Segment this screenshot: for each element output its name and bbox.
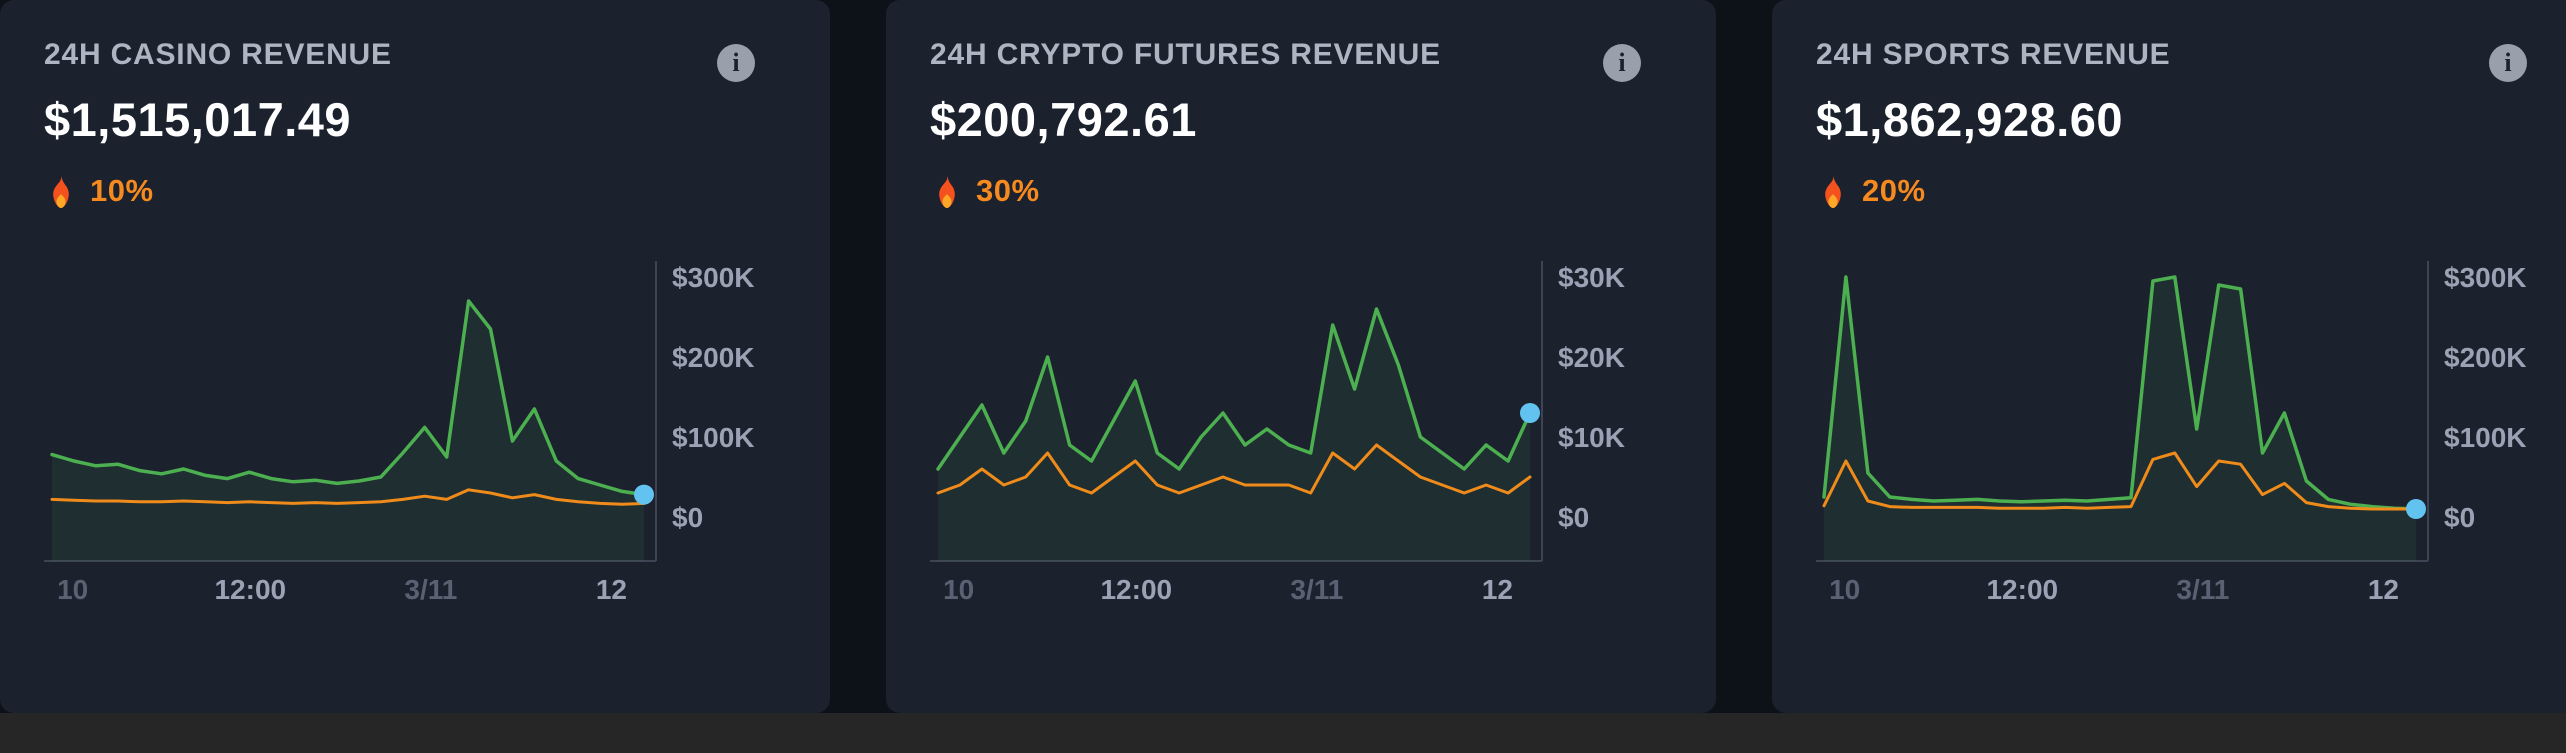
svg-text:$200K: $200K: [672, 342, 755, 373]
card-title: 24H CRYPTO FUTURES REVENUE: [930, 38, 1441, 71]
svg-text:$100K: $100K: [2444, 422, 2527, 453]
sports-revenue-chart[interactable]: $300K $200K $100K $0 10 12:00 3/11 12: [1816, 247, 2566, 609]
info-icon[interactable]: i: [1603, 44, 1641, 82]
casino-revenue-chart[interactable]: $300K $200K $100K $0 10 12:00 3/11 12: [44, 247, 804, 609]
svg-text:$100K: $100K: [672, 422, 755, 453]
revenue-value: $1,515,017.49: [44, 93, 352, 146]
info-icon[interactable]: i: [717, 44, 755, 82]
revenue-value: $1,862,928.60: [1816, 93, 2124, 146]
bottom-panel-edge: [0, 713, 2566, 753]
svg-text:12: 12: [596, 574, 627, 605]
change-row: 30%: [930, 171, 1716, 211]
svg-text:$20K: $20K: [1558, 342, 1625, 373]
info-icon-glyph: i: [2504, 48, 2512, 77]
svg-text:$30K: $30K: [1558, 262, 1625, 293]
revenue-value: $200,792.61: [930, 93, 1197, 146]
svg-text:10: 10: [943, 574, 974, 605]
card-title: 24H SPORTS REVENUE: [1816, 38, 2171, 71]
svg-text:3/11: 3/11: [404, 574, 457, 605]
change-row: 20%: [1816, 171, 2566, 211]
svg-text:3/11: 3/11: [1290, 574, 1343, 605]
info-icon-glyph: i: [1618, 48, 1626, 77]
flame-icon: [930, 172, 964, 210]
svg-text:10: 10: [57, 574, 88, 605]
change-row: 10%: [44, 171, 830, 211]
casino-revenue-card: 24H CASINO REVENUE i $1,515,017.49 10% $…: [0, 0, 830, 713]
change-percent: 10%: [90, 173, 154, 208]
change-percent: 30%: [976, 173, 1040, 208]
info-icon-glyph: i: [732, 48, 740, 77]
revenue-cards-row: 24H CASINO REVENUE i $1,515,017.49 10% $…: [0, 0, 2566, 713]
flame-icon: [44, 172, 78, 210]
card-title: 24H CASINO REVENUE: [44, 38, 392, 71]
svg-text:$0: $0: [2444, 502, 2475, 533]
svg-text:10: 10: [1829, 574, 1860, 605]
info-icon[interactable]: i: [2489, 44, 2527, 82]
svg-text:$300K: $300K: [672, 262, 755, 293]
svg-text:$0: $0: [1558, 502, 1589, 533]
svg-text:$0: $0: [672, 502, 703, 533]
change-percent: 20%: [1862, 173, 1926, 208]
sports-revenue-card: 24H SPORTS REVENUE i $1,862,928.60 20% $…: [1772, 0, 2566, 713]
flame-icon: [1816, 172, 1850, 210]
svg-text:12:00: 12:00: [1100, 574, 1172, 605]
svg-text:$300K: $300K: [2444, 262, 2527, 293]
svg-text:3/11: 3/11: [2176, 574, 2229, 605]
crypto-futures-revenue-card: 24H CRYPTO FUTURES REVENUE i $200,792.61…: [886, 0, 1716, 713]
crypto-futures-revenue-chart[interactable]: $30K $20K $10K $0 10 12:00 3/11 12: [930, 247, 1690, 609]
svg-text:12:00: 12:00: [1986, 574, 2058, 605]
svg-text:$10K: $10K: [1558, 422, 1625, 453]
svg-text:12: 12: [1482, 574, 1513, 605]
svg-text:12: 12: [2368, 574, 2399, 605]
svg-text:12:00: 12:00: [214, 574, 286, 605]
svg-text:$200K: $200K: [2444, 342, 2527, 373]
